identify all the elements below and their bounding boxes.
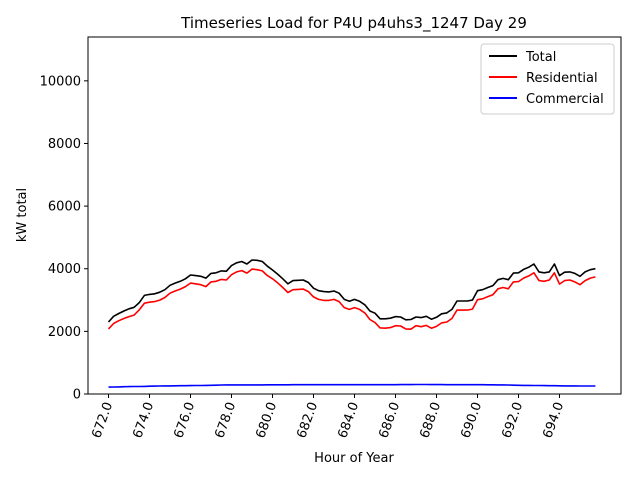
x-tick-label: 690.0	[458, 400, 485, 440]
x-tick-label: 684.0	[335, 400, 362, 440]
legend-box	[480, 43, 615, 115]
x-tick-label: 678.0	[212, 400, 239, 440]
x-tick-label: 672.0	[89, 400, 116, 440]
y-axis-label: kW total	[15, 188, 30, 242]
chart-title: Timeseries Load for P4U p4uhs3_1247 Day …	[180, 14, 527, 33]
y-tick-label: 8000	[48, 137, 81, 152]
legend-label-residential: Residential	[526, 71, 598, 86]
legend-label-commercial: Commercial	[526, 92, 604, 107]
x-tick-label: 692.0	[499, 400, 526, 440]
series-layer	[107, 259, 596, 388]
x-tick-label: 694.0	[540, 400, 567, 440]
y-tick-label: 0	[73, 388, 81, 403]
x-tick-label: 680.0	[253, 400, 280, 440]
series-line-residential	[107, 268, 596, 331]
legend-label-total: Total	[525, 50, 556, 65]
series-line-total	[107, 259, 596, 323]
legend: Total Residential Commercial	[480, 43, 615, 115]
series-line-commercial	[108, 383, 596, 388]
y-tick-label: 4000	[48, 262, 81, 277]
x-tick-label: 688.0	[417, 400, 444, 440]
y-tick-label: 6000	[48, 200, 81, 215]
x-tick-label: 686.0	[376, 400, 403, 440]
x-axis-label: Hour of Year	[314, 451, 394, 466]
y-tick-label: 2000	[48, 325, 81, 340]
x-tick-label: 674.0	[130, 400, 157, 440]
y-tick-label: 10000	[40, 74, 81, 89]
x-tick-label: 676.0	[171, 400, 198, 440]
x-tick-label: 682.0	[294, 400, 321, 440]
